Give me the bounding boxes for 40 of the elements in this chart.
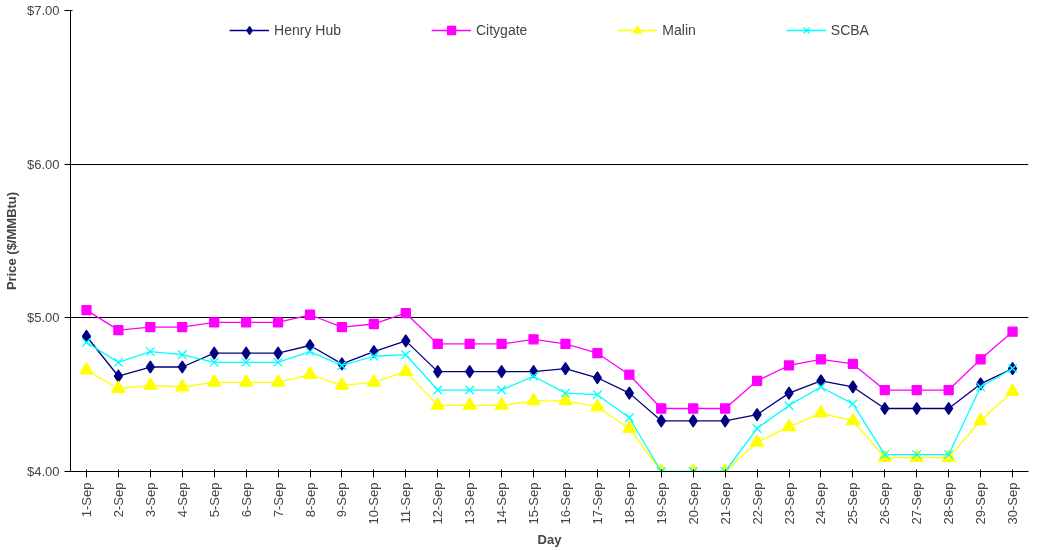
x-tick-label: 24-Sep bbox=[813, 482, 829, 525]
y-tick-label: $5.00 bbox=[26, 310, 60, 326]
x-tick-label: 30-Sep bbox=[1005, 482, 1021, 525]
x-tick-label: 7-Sep bbox=[270, 482, 286, 518]
x-tick-label: 16-Sep bbox=[557, 482, 573, 525]
x-tick-label: 29-Sep bbox=[973, 482, 989, 525]
x-tick-label: 25-Sep bbox=[845, 482, 861, 525]
x-tick-label: 17-Sep bbox=[589, 482, 605, 525]
x-axis-title: Day bbox=[537, 532, 563, 548]
x-tick-label: 6-Sep bbox=[238, 482, 254, 518]
x-tick-label: 20-Sep bbox=[685, 482, 701, 525]
x-tick-label: 22-Sep bbox=[749, 482, 765, 525]
x-tick-label: 21-Sep bbox=[717, 482, 733, 525]
x-tick-label: 11-Sep bbox=[398, 482, 414, 524]
x-tick-label: 10-Sep bbox=[366, 482, 382, 525]
x-tick-label: 12-Sep bbox=[430, 482, 446, 525]
x-tick-label: 27-Sep bbox=[909, 482, 925, 525]
x-tick-label: 4-Sep bbox=[174, 482, 190, 518]
x-tick-label: 13-Sep bbox=[462, 482, 478, 525]
legend-label: Citygate bbox=[475, 22, 528, 38]
x-tick-label: 14-Sep bbox=[494, 482, 510, 525]
x-tick-label: 3-Sep bbox=[142, 482, 158, 518]
x-tick-label: 8-Sep bbox=[302, 482, 318, 518]
x-tick-label: 18-Sep bbox=[621, 482, 637, 525]
x-tick-label: 28-Sep bbox=[941, 482, 957, 525]
legend-label: Henry Hub bbox=[274, 22, 341, 38]
x-tick-label: 15-Sep bbox=[526, 482, 542, 525]
x-tick-label: 1-Sep bbox=[78, 482, 94, 518]
legend-label: Malin bbox=[662, 22, 696, 38]
x-tick-label: 9-Sep bbox=[334, 482, 350, 518]
x-tick-label: 5-Sep bbox=[206, 482, 222, 518]
y-tick-label: $6.00 bbox=[26, 156, 60, 172]
y-axis-title: Price ($/MMBtu) bbox=[3, 191, 19, 291]
y-tick-label: $4.00 bbox=[26, 464, 60, 479]
x-tick-label: 2-Sep bbox=[110, 482, 126, 518]
legend-label: SCBA bbox=[830, 22, 869, 38]
y-tick-label: $7.00 bbox=[26, 3, 60, 18]
x-tick-label: 23-Sep bbox=[781, 482, 797, 525]
x-tick-label: 19-Sep bbox=[653, 482, 669, 525]
x-tick-label: 26-Sep bbox=[877, 482, 893, 525]
